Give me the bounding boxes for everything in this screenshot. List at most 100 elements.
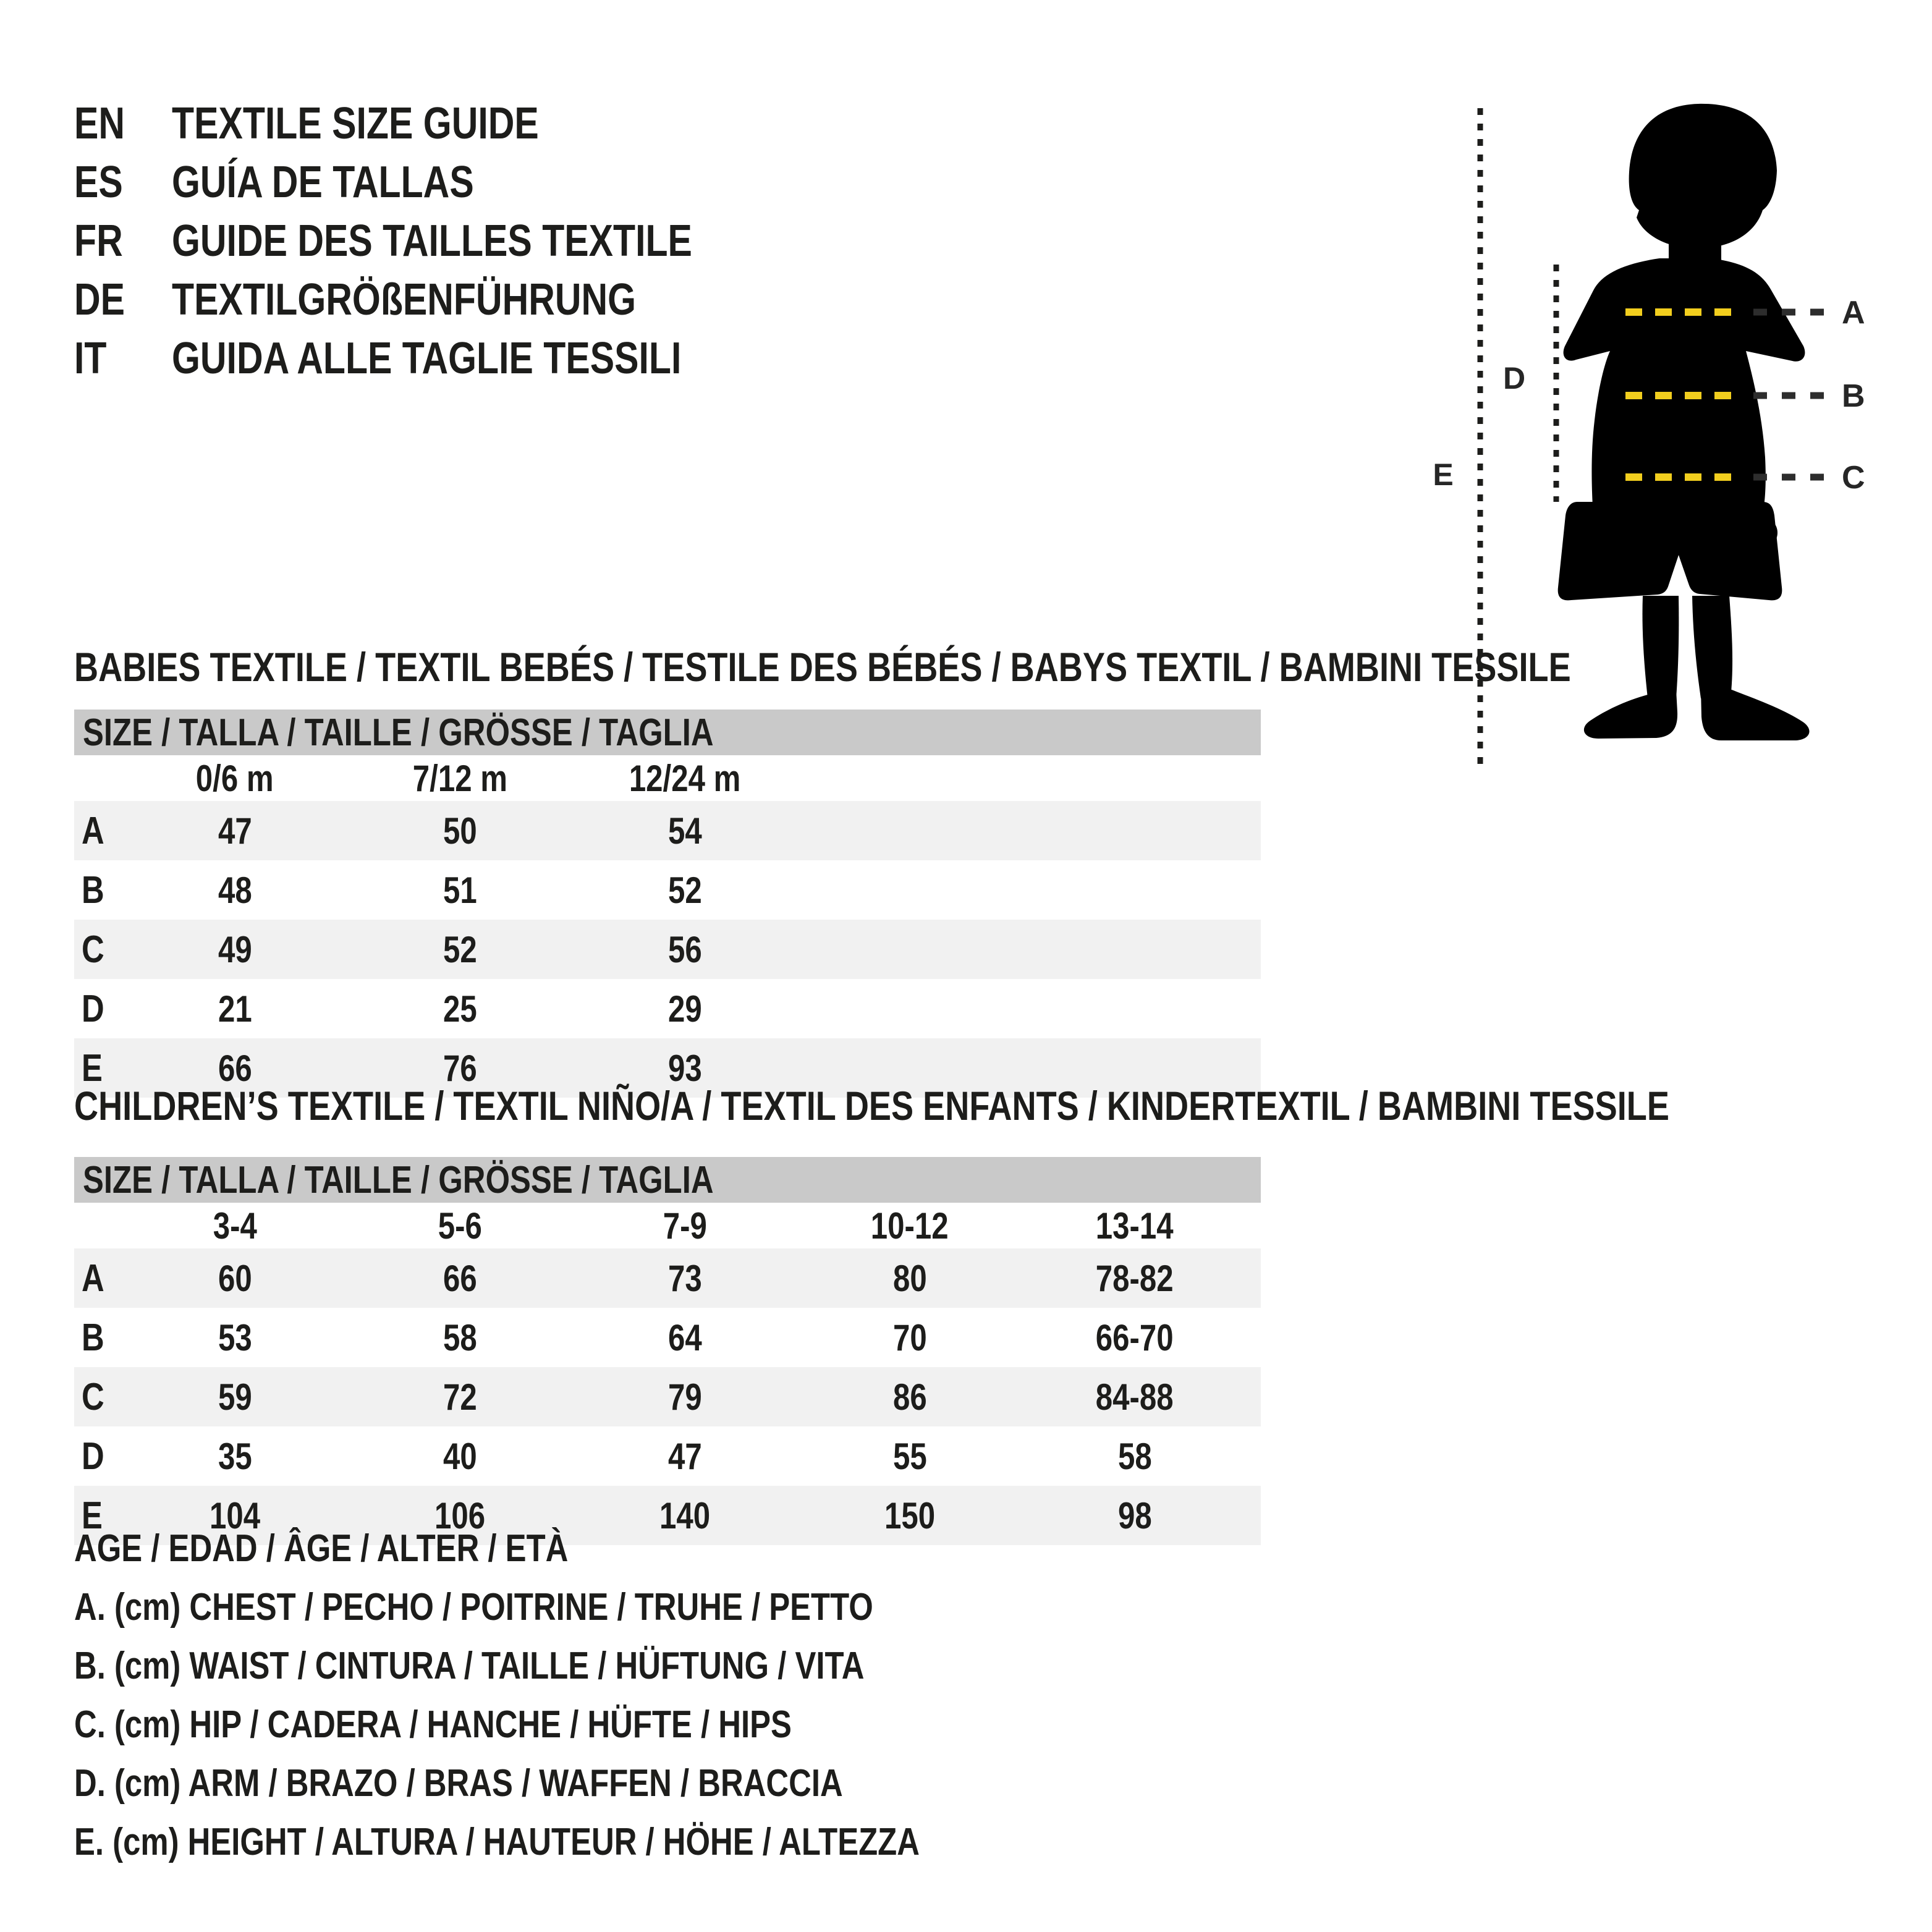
column-header: 7/12 m [412,757,507,799]
language-code: IT [74,333,107,383]
table-cell: 29 [667,988,702,1030]
row-label: A [82,809,104,852]
silhouette-left-shoe [1583,690,1678,739]
silhouette-shirt [1563,258,1805,507]
children-column-header-row: 3-4 5-6 7-9 10-12 13-14 [74,1203,1261,1248]
table-cell: 70 [892,1316,927,1358]
table-row: D 35 40 47 55 58 [74,1426,1261,1486]
language-title: TEXTILGRÖßENFÜHRUNG [172,274,637,324]
table-cell: 84-88 [1096,1376,1174,1418]
column-header: 10-12 [871,1205,949,1247]
table-cell: 54 [667,810,702,852]
column-header: 7-9 [663,1205,707,1247]
children-section-title-text: CHILDREN’S TEXTILE / TEXTIL NIÑO/A / TEX… [74,1083,1669,1129]
child-silhouette [1557,103,1810,740]
silhouette-head [1629,103,1777,248]
measure-label-d: D [1503,361,1525,396]
table-row: C 59 72 79 86 84-88 [74,1367,1261,1426]
table-cell: 140 [659,1494,711,1536]
table-cell: 78-82 [1096,1257,1174,1299]
babies-section-title-text: BABIES TEXTILE / TEXTIL BEBÉS / TESTILE … [74,644,1571,690]
table-cell: 35 [218,1435,252,1477]
silhouette-right-leg [1692,596,1733,698]
table-cell: 49 [218,928,252,970]
language-title: GUIDE DES TAILLES TEXTILE [172,216,692,266]
legend-line-hip: C. (cm) HIP / CADERA / HANCHE / HÜFTE / … [74,1703,792,1746]
row-label: A [82,1256,104,1300]
table-cell: 21 [218,988,252,1030]
table-cell: 66-70 [1096,1316,1174,1358]
language-row-en: EN TEXTILE SIZE GUIDE [74,94,807,153]
table-cell: 55 [892,1435,927,1477]
language-row-it: IT GUIDA ALLE TAGLIE TESSILI [74,329,807,388]
silhouette-shorts [1557,502,1782,601]
table-row: B 53 58 64 70 66-70 [74,1308,1261,1367]
row-label: B [82,868,104,912]
measure-label-b: B [1842,378,1865,414]
legend-line-height: E. (cm) HEIGHT / ALTURA / HAUTEUR / HÖHE… [74,1821,920,1863]
legend-line-arm: D. (cm) ARM / BRAZO / BRAS / WAFFEN / BR… [74,1762,843,1805]
language-title: GUIDA ALLE TAGLIE TESSILI [172,333,682,383]
measurement-figure: A B C D E [1433,103,1865,769]
language-row-fr: FR GUIDE DES TAILLES TEXTILE [74,211,807,270]
table-cell: 150 [884,1494,936,1536]
legend-line-waist: B. (cm) WAIST / CINTURA / TAILLE / HÜFTU… [74,1645,865,1687]
table-cell: 93 [667,1047,702,1089]
table-cell: 59 [218,1376,252,1418]
table-cell: 48 [218,869,252,911]
table-row: A 60 66 73 80 78-82 [74,1248,1261,1308]
table-cell: 50 [443,810,477,852]
table-cell: 52 [443,928,477,970]
language-code: FR [74,216,123,266]
row-label: B [82,1316,104,1359]
table-cell: 52 [667,869,702,911]
children-size-header-text: SIZE / TALLA / TAILLE / GRÖSSE / TAGLIA [83,1158,714,1201]
language-row-de: DE TEXTILGRÖßENFÜHRUNG [74,270,807,329]
row-label: C [82,1375,104,1418]
table-cell: 51 [443,869,477,911]
legend-line-chest: A. (cm) CHEST / PECHO / POITRINE / TRUHE… [74,1586,873,1629]
measurement-legend: AGE / EDAD / ÂGE / ALTER / ETÀ A. (cm) C… [74,1519,1105,1871]
measure-label-e: E [1433,457,1453,492]
table-cell: 60 [218,1257,252,1299]
table-cell: 47 [667,1435,702,1477]
children-size-table: 3-4 5-6 7-9 10-12 13-14 A 60 66 73 80 78… [74,1203,1261,1545]
table-cell: 106 [434,1494,486,1536]
row-label: C [82,928,104,971]
measure-label-c: C [1842,460,1865,496]
silhouette-right-shoe [1701,690,1810,740]
table-cell: 47 [218,810,252,852]
table-cell: 56 [667,928,702,970]
table-cell: 53 [218,1316,252,1358]
table-cell: 64 [667,1316,702,1358]
table-cell: 80 [892,1257,927,1299]
table-row: C 49 52 56 [74,920,1261,979]
table-cell: 86 [892,1376,927,1418]
babies-size-header-text: SIZE / TALLA / TAILLE / GRÖSSE / TAGLIA [83,711,714,754]
measure-label-a: A [1842,295,1865,331]
table-cell: 98 [1117,1494,1152,1536]
language-title: GUÍA DE TALLAS [172,157,474,207]
table-cell: 104 [209,1494,261,1536]
table-cell: 73 [667,1257,702,1299]
table-row: D 21 25 29 [74,979,1261,1038]
children-size-header-bar: SIZE / TALLA / TAILLE / GRÖSSE / TAGLIA [74,1157,1261,1203]
table-row: B 48 51 52 [74,860,1261,920]
table-cell: 25 [443,988,477,1030]
table-cell: 58 [443,1316,477,1358]
babies-column-header-row: 0/6 m 7/12 m 12/24 m [74,755,1261,801]
language-row-es: ES GUÍA DE TALLAS [74,153,807,211]
language-code: EN [74,98,125,148]
table-cell: 76 [443,1047,477,1089]
column-header: 3-4 [213,1205,257,1247]
language-title-list: EN TEXTILE SIZE GUIDE ES GUÍA DE TALLAS … [74,94,807,388]
table-row: E 104 106 140 150 98 [74,1486,1261,1545]
babies-size-table: 0/6 m 7/12 m 12/24 m A 47 50 54 B 48 51 … [74,755,1261,1098]
column-header: 5-6 [438,1205,482,1247]
column-header: 13-14 [1096,1205,1174,1247]
language-code: ES [74,157,123,207]
table-cell: 79 [667,1376,702,1418]
table-cell: 72 [443,1376,477,1418]
row-label: D [82,987,104,1030]
language-code: DE [74,274,125,324]
